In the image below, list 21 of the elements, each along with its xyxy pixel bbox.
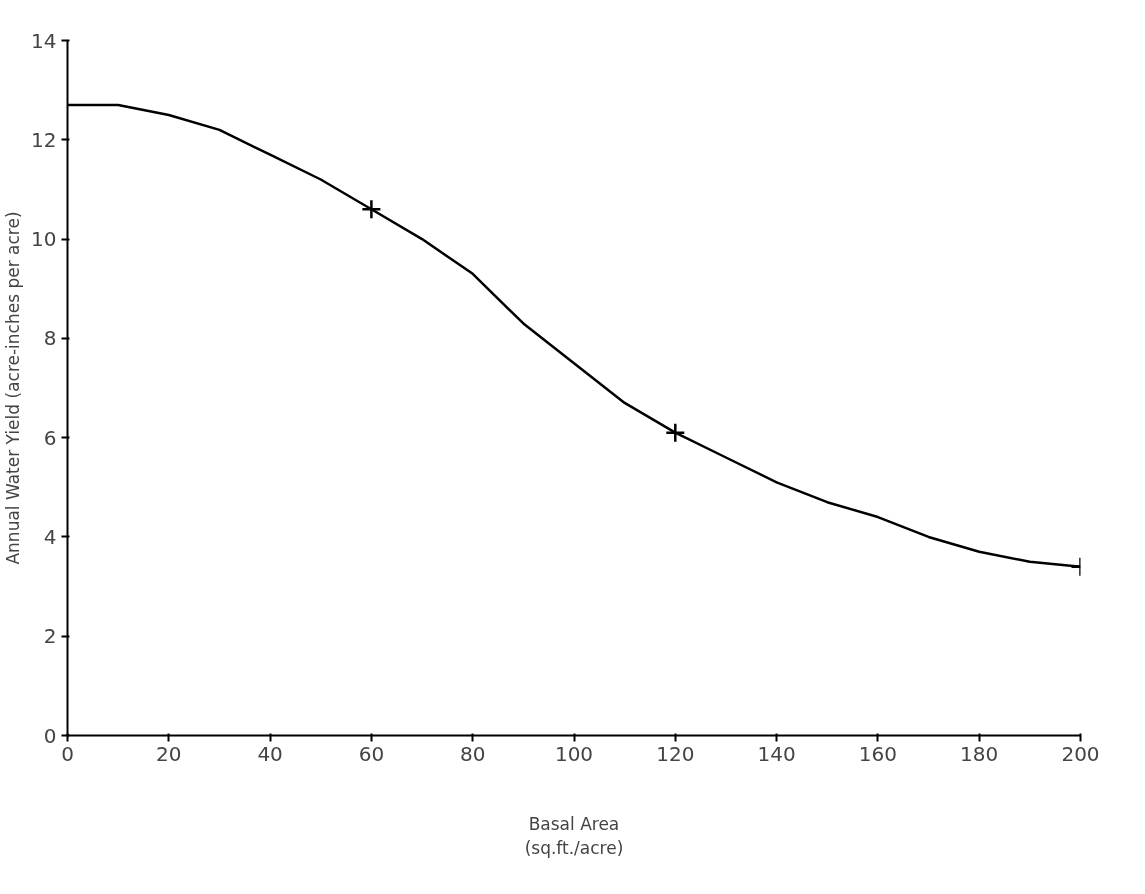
y-tick-label: 4 (43, 524, 57, 549)
x-axis-title: Basal Area (sq.ft./acre) (524, 813, 624, 858)
x-tick-label: 160 (858, 741, 897, 766)
y-axis-title: Annual Water Yield (acre-inches per acre) (3, 211, 24, 565)
y-tick-label: 12 (31, 127, 57, 152)
y-tick-label: 0 (43, 723, 57, 748)
x-tick-label: 100 (554, 741, 594, 766)
x-tick-label: 180 (960, 741, 999, 766)
x-tick-label: 40 (257, 741, 283, 766)
y-tick-label: 10 (31, 227, 57, 252)
y-tick-label: 6 (43, 425, 57, 450)
y-tick-label: 14 (31, 28, 57, 53)
x-tick-label: 200 (1061, 741, 1100, 766)
x-tick-label: 140 (757, 741, 796, 766)
x-tick-label: 0 (61, 741, 74, 766)
x-tick-label: 60 (358, 741, 385, 766)
x-tick-label: 120 (656, 741, 695, 766)
x-tick-label: 20 (156, 741, 182, 766)
y-tick-label: 8 (43, 326, 57, 351)
x-tick-label: 80 (459, 741, 486, 766)
y-tick-label: 2 (43, 624, 57, 649)
